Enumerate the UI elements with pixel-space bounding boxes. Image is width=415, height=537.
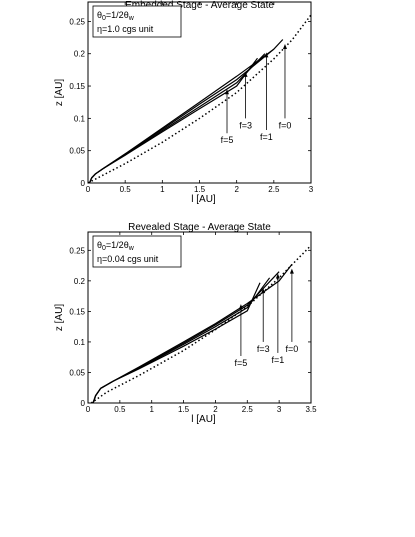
y-tick-label: 0.25 xyxy=(69,17,85,26)
annotation-label: f=5 xyxy=(221,135,234,145)
info-box-line-1: θ0=1/2θw xyxy=(97,10,135,22)
y-tick-label: 0.25 xyxy=(69,246,85,255)
series-line-f=5 xyxy=(92,282,261,404)
x-tick-label: 1 xyxy=(160,185,165,194)
annotation-arrow-head xyxy=(243,71,248,77)
y-tick-label: 0 xyxy=(81,179,86,188)
x-tick-label: 2 xyxy=(234,185,239,194)
series-line-f=5 xyxy=(88,57,258,184)
annotation-label: f=3 xyxy=(257,344,270,354)
y-axis-label: z [AU] xyxy=(54,79,65,106)
x-tick-label: 0.5 xyxy=(114,405,126,414)
x-tick-label: 1.5 xyxy=(178,405,190,414)
x-tick-label: 1.5 xyxy=(194,185,206,194)
x-tick-label: 2.5 xyxy=(242,405,254,414)
annotation-arrow-head xyxy=(264,52,269,58)
y-tick-label: 0 xyxy=(81,399,86,408)
y-tick-label: 0.1 xyxy=(74,114,86,123)
chart-title: Embedded Stage - Average State xyxy=(125,0,274,11)
x-axis-label: l [AU] xyxy=(191,414,216,425)
chart-title: Revealed Stage - Average State xyxy=(128,222,271,233)
chart-panel-1: Embedded Stage - Average State 0 0.5 1 1.5 2 2… xyxy=(54,0,314,205)
series-line-f=0 xyxy=(92,264,293,404)
x-tick-label: 3 xyxy=(277,405,282,414)
series-line-dotted xyxy=(90,244,312,404)
annotation-label: f=5 xyxy=(235,358,248,368)
chart-panel-2: Revealed Stage - Average State 0 0.5 1 1.5 2 2… xyxy=(54,222,317,425)
x-tick-label: 0.5 xyxy=(120,185,132,194)
x-tick-label: 0 xyxy=(86,185,91,194)
y-tick-label: 0.15 xyxy=(69,82,85,91)
x-tick-label: 3 xyxy=(309,185,314,194)
y-axis-label: z [AU] xyxy=(54,304,65,331)
annotation-label: f=1 xyxy=(271,355,284,365)
annotation-label: f=1 xyxy=(260,132,273,142)
series-line-f=3 xyxy=(92,277,271,404)
annotation-label: f=3 xyxy=(239,120,252,130)
info-box xyxy=(92,235,182,268)
y-tick-label: 0.1 xyxy=(74,338,86,347)
series-line-f=1 xyxy=(92,271,280,404)
y-tick-label: 0.2 xyxy=(74,50,86,59)
annotation-label: f=0 xyxy=(286,344,299,354)
annotation-arrow-head xyxy=(225,89,230,95)
info-box-line-2: η=0.04 cgs unit xyxy=(97,254,159,264)
x-tick-label: 1 xyxy=(149,405,154,414)
y-tick-label: 0.15 xyxy=(69,307,85,316)
plot-frame xyxy=(87,231,312,404)
annotation-arrow-head xyxy=(261,288,266,294)
annotation-arrow-head xyxy=(275,273,280,279)
info-box-line-1: θ0=1/2θw xyxy=(97,240,135,252)
x-axis-label: l [AU] xyxy=(191,194,216,205)
series-line-dotted xyxy=(87,14,312,184)
annotation-label: f=0 xyxy=(279,120,292,130)
annotation-arrow-head xyxy=(289,268,294,274)
x-tick-label: 0 xyxy=(86,405,91,414)
info-box xyxy=(92,5,182,38)
x-tick-label: 2.5 xyxy=(268,185,280,194)
series-line-f=0 xyxy=(88,39,284,184)
y-tick-label: 0.05 xyxy=(69,147,85,156)
annotation-arrow-head xyxy=(238,304,243,310)
x-tick-label: 2 xyxy=(213,405,218,414)
annotation-arrow-head xyxy=(282,44,287,50)
y-tick-label: 0.05 xyxy=(69,368,85,377)
x-tick-label: 3.5 xyxy=(305,405,317,414)
y-tick-label: 0.2 xyxy=(74,277,86,286)
info-box-line-2: η=1.0 cgs unit xyxy=(97,24,154,34)
